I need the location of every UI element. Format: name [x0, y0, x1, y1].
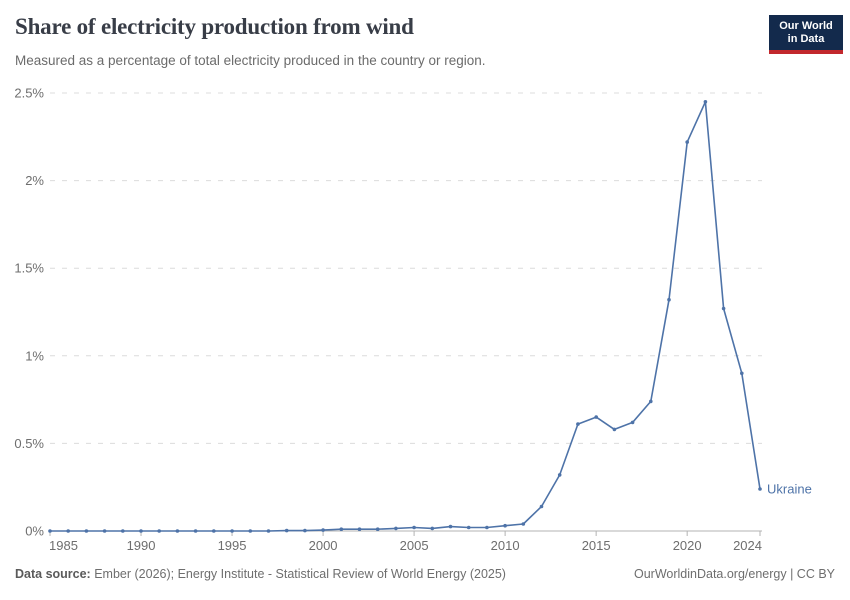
data-point[interactable]: [121, 529, 125, 533]
data-point[interactable]: [139, 529, 143, 533]
y-tick-label: 2%: [25, 173, 44, 188]
data-point[interactable]: [266, 529, 271, 533]
chart-footer: Data source: Ember (2026); Energy Instit…: [15, 567, 835, 581]
chart-title: Share of electricity production from win…: [15, 14, 414, 39]
data-point[interactable]: [667, 297, 671, 302]
x-tick-label: 2000: [309, 538, 338, 553]
data-point[interactable]: [685, 140, 689, 144]
data-point[interactable]: [649, 399, 653, 404]
data-point[interactable]: [503, 523, 507, 528]
data-point[interactable]: [758, 487, 762, 491]
data-point[interactable]: [175, 529, 180, 533]
data-point[interactable]: [102, 529, 107, 533]
x-tick-label: 2024: [733, 538, 762, 553]
data-point[interactable]: [212, 529, 216, 533]
x-tick-label: 1995: [218, 538, 247, 553]
data-point[interactable]: [248, 529, 253, 533]
data-point[interactable]: [48, 529, 52, 533]
data-point[interactable]: [703, 100, 708, 104]
data-point[interactable]: [485, 525, 489, 530]
x-tick-label: 2015: [582, 538, 611, 553]
data-source-note: Data source: Ember (2026); Energy Instit…: [15, 567, 506, 581]
owid-logo-line1: Our World: [779, 20, 833, 32]
owid-logo-line2: in Data: [787, 32, 825, 45]
data-point[interactable]: [576, 422, 580, 426]
y-tick-label: 1%: [25, 348, 44, 363]
data-point[interactable]: [303, 528, 307, 533]
data-point[interactable]: [321, 528, 325, 532]
data-point[interactable]: [740, 371, 744, 376]
owid-logo[interactable]: Our World in Data: [769, 15, 843, 54]
data-point[interactable]: [721, 306, 726, 311]
data-point[interactable]: [339, 527, 344, 531]
data-point[interactable]: [612, 427, 617, 432]
data-point[interactable]: [430, 526, 435, 531]
data-source-label: Data source:: [15, 567, 91, 581]
data-point[interactable]: [448, 524, 453, 529]
x-tick-label: 2010: [491, 538, 520, 553]
data-point[interactable]: [357, 527, 362, 531]
x-tick-label: 2020: [673, 538, 702, 553]
data-point[interactable]: [466, 525, 471, 530]
x-tick-label: 2005: [400, 538, 429, 553]
data-point[interactable]: [284, 528, 289, 533]
x-tick-label: 1990: [127, 538, 156, 553]
data-point[interactable]: [84, 529, 89, 533]
data-point[interactable]: [557, 473, 562, 477]
series-end-label: Ukraine: [767, 481, 812, 496]
y-tick-label: 0.5%: [14, 436, 44, 451]
data-point[interactable]: [193, 529, 198, 533]
data-point[interactable]: [66, 529, 70, 533]
data-source-text: Ember (2026); Energy Institute - Statist…: [90, 567, 506, 581]
data-point[interactable]: [539, 504, 544, 509]
data-point[interactable]: [375, 527, 380, 531]
x-tick-label: 1985: [49, 538, 78, 553]
data-point[interactable]: [594, 415, 598, 419]
data-point[interactable]: [394, 526, 398, 531]
y-tick-label: 2.5%: [14, 86, 44, 101]
data-point[interactable]: [230, 529, 234, 533]
owid-url-license-link[interactable]: OurWorldinData.org/energy | CC BY: [633, 567, 835, 581]
chart-subtitle: Measured as a percentage of total electr…: [15, 53, 486, 68]
data-point[interactable]: [630, 420, 635, 425]
y-tick-label: 1.5%: [14, 261, 44, 276]
data-point[interactable]: [412, 525, 416, 530]
data-point[interactable]: [157, 529, 161, 533]
y-tick-label: 0%: [25, 524, 44, 539]
ukraine-series-line[interactable]: [50, 101, 761, 532]
data-point[interactable]: [521, 522, 526, 526]
